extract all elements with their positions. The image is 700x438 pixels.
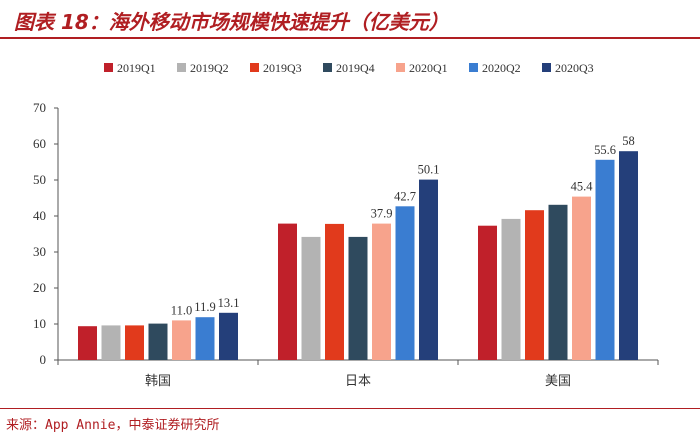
bar-日本-2019Q2 <box>301 236 321 360</box>
y-tick-label-10: 10 <box>33 316 46 331</box>
bar-日本-2020Q1 <box>372 223 391 360</box>
legend-label-2019Q1: 2019Q1 <box>117 61 156 75</box>
data-label-美国-2020Q2: 55.6 <box>594 143 616 157</box>
y-tick-label-60: 60 <box>33 136 46 151</box>
x-tick-label-美国: 美国 <box>545 374 571 389</box>
page-title: 图表 18：海外移动市场规模快速提升（亿美元） <box>14 10 449 34</box>
bar-韩国-2019Q3 <box>125 325 144 360</box>
bar-日本-2019Q3 <box>325 223 344 360</box>
title-divider <box>0 37 700 39</box>
bar-日本-2020Q2 <box>395 206 415 360</box>
bar-韩国-2019Q1 <box>78 326 97 360</box>
data-label-韩国-2020Q2: 11.9 <box>194 300 215 314</box>
bar-美国-2019Q4 <box>548 204 568 360</box>
title-bar: 图表 18：海外移动市场规模快速提升（亿美元） <box>0 0 700 39</box>
legend-swatch-2019Q1 <box>104 63 113 72</box>
y-tick-label-0: 0 <box>40 352 47 367</box>
data-label-日本-2020Q2: 42.7 <box>394 189 416 203</box>
bar-美国-2020Q3 <box>619 151 638 360</box>
data-label-日本-2020Q1: 37.9 <box>371 207 393 221</box>
data-label-韩国-2020Q1: 11.0 <box>171 303 192 317</box>
legend-swatch-2019Q3 <box>250 63 259 72</box>
bar-日本-2019Q1 <box>278 223 297 360</box>
y-tick-label-50: 50 <box>33 172 46 187</box>
bar-chart: 2019Q1 2019Q2 2019Q3 2019Q4 2020Q1 2020Q2 2020… <box>33 61 659 389</box>
x-tick-label-韩国: 韩国 <box>145 374 171 389</box>
bar-美国-2019Q3 <box>525 210 544 360</box>
source-divider <box>0 408 700 409</box>
legend-label-2019Q3: 2019Q3 <box>263 61 302 75</box>
bar-美国-2020Q2 <box>595 159 615 360</box>
bar-美国-2020Q1 <box>572 196 591 360</box>
legend-label-2019Q2: 2019Q2 <box>190 61 229 75</box>
bar-韩国-2019Q2 <box>101 325 121 360</box>
legend-swatch-2020Q2 <box>469 63 478 72</box>
bar-韩国-2020Q1 <box>172 320 191 360</box>
legend-swatch-2019Q4 <box>323 63 332 72</box>
legend-label-2020Q1: 2020Q1 <box>409 61 448 75</box>
bar-韩国-2020Q3 <box>219 312 238 360</box>
bar-美国-2019Q1 <box>478 225 497 360</box>
y-tick-label-40: 40 <box>33 208 46 223</box>
y-tick-label-30: 30 <box>33 244 46 259</box>
bar-日本-2019Q4 <box>348 236 368 360</box>
legend-swatch-2020Q1 <box>396 63 405 72</box>
data-label-韩国-2020Q3: 13.1 <box>218 296 240 310</box>
legend-label-2020Q3: 2020Q3 <box>555 61 594 75</box>
bar-美国-2019Q2 <box>501 218 521 360</box>
data-label-美国-2020Q3: 58 <box>622 134 635 148</box>
data-label-美国-2020Q1: 45.4 <box>571 180 594 194</box>
x-tick-label-日本: 日本 <box>345 374 371 389</box>
data-label-日本-2020Q3: 50.1 <box>418 163 440 177</box>
legend-swatch-2020Q3 <box>542 63 551 72</box>
bar-日本-2020Q3 <box>419 179 438 360</box>
source-note: 来源：App Annie，中泰证券研究所 <box>6 418 220 433</box>
bar-韩国-2019Q4 <box>148 323 168 360</box>
legend-label-2019Q4: 2019Q4 <box>336 61 375 75</box>
y-tick-label-70: 70 <box>33 100 46 115</box>
bar-韩国-2020Q2 <box>195 317 215 360</box>
legend-swatch-2019Q2 <box>177 63 186 72</box>
y-tick-label-20: 20 <box>33 280 46 295</box>
legend-label-2020Q2: 2020Q2 <box>482 61 521 75</box>
